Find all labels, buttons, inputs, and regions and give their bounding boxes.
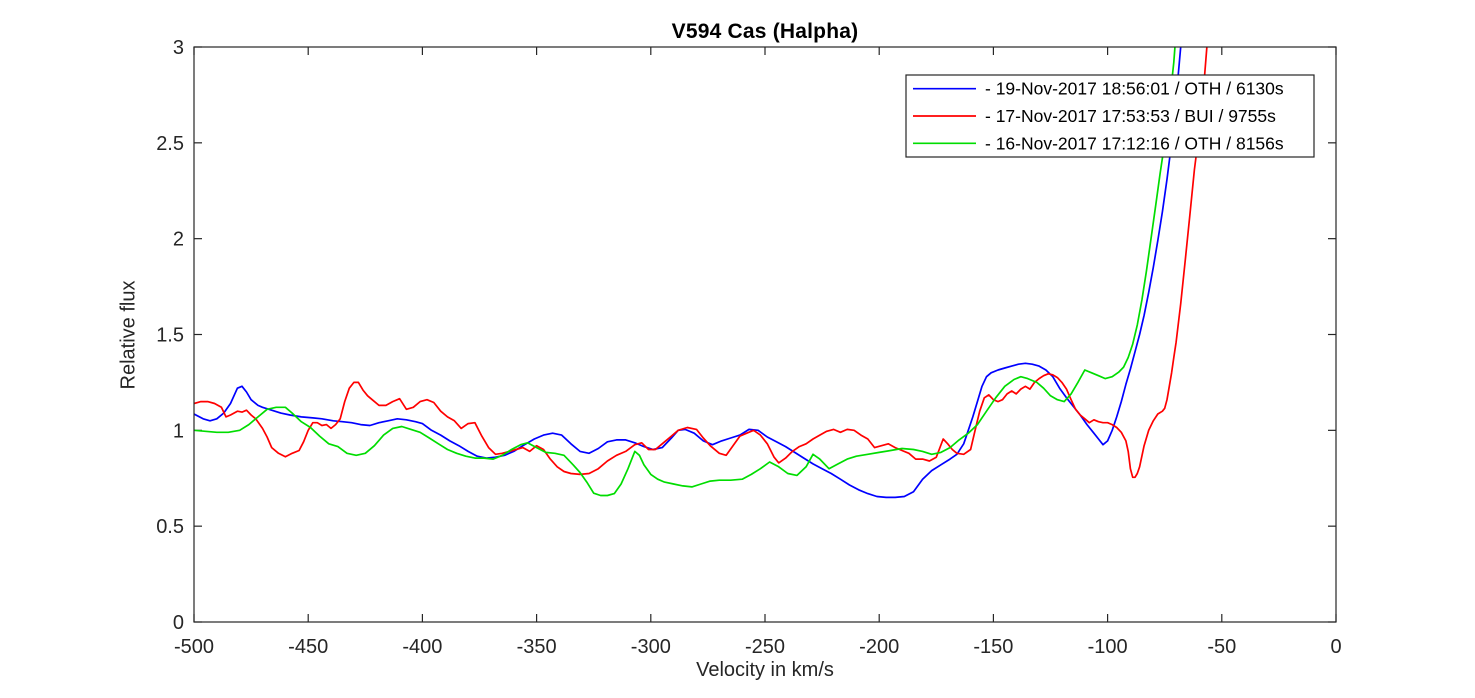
x-tick-label: -400 (402, 636, 442, 658)
legend-label: - 16-Nov-2017 17:12:16 / OTH / 8156s (985, 133, 1284, 153)
y-tick-label: 0.5 (156, 516, 184, 538)
x-tick-label: -500 (174, 636, 214, 658)
plot-border (193, 46, 1337, 623)
y-tick-label: 2 (173, 229, 184, 251)
x-tick-label: -450 (288, 636, 328, 658)
legend-label: - 17-Nov-2017 17:53:53 / BUI / 9755s (985, 106, 1276, 126)
y-tick-label: 1 (173, 420, 184, 442)
legend: - 19-Nov-2017 18:56:01 / OTH / 6130s - 17… (905, 74, 1315, 158)
x-tick-label: -200 (859, 636, 899, 658)
y-tick-label: 1.5 (156, 325, 184, 347)
x-tick-label: -100 (1088, 636, 1128, 658)
x-tick-label: -350 (517, 636, 557, 658)
series-line-1 (194, 47, 1208, 479)
series-line-2 (194, 47, 1176, 497)
x-tick-label: -50 (1207, 636, 1236, 658)
x-tick-label: -250 (745, 636, 785, 658)
y-tick-label: 3 (173, 37, 184, 59)
legend-label: - 19-Nov-2017 18:56:01 / OTH / 6130s (985, 79, 1284, 99)
x-tick-label: -150 (973, 636, 1013, 658)
y-tick-label: 0 (173, 612, 184, 634)
x-axis-label: Velocity in km/s (696, 659, 834, 681)
y-tick-label: 2.5 (156, 133, 184, 155)
x-tick-label: -300 (631, 636, 671, 658)
x-tick-label: 0 (1330, 636, 1341, 658)
chart-title: V594 Cas (Halpha) (671, 20, 859, 43)
